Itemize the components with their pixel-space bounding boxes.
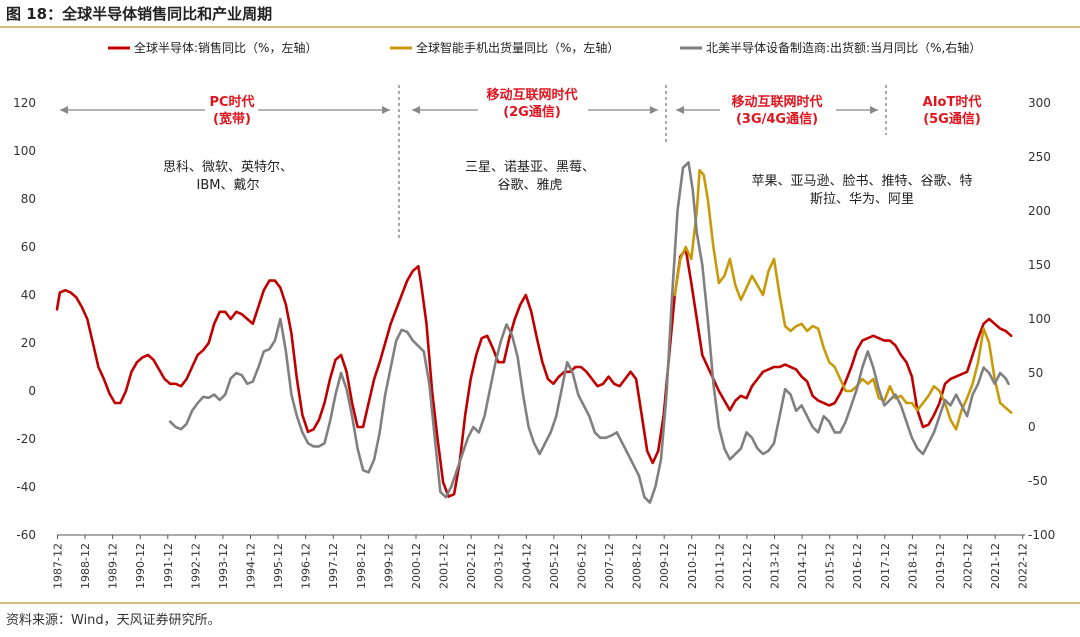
x-tick-label: 1998-12 xyxy=(355,543,368,589)
x-tick-label: 2006-12 xyxy=(575,543,588,589)
era1-companies-line2: IBM、戴尔 xyxy=(197,178,260,193)
y-left-tick-label: -20 xyxy=(16,432,36,446)
era2-companies-line2: 谷歌、雅虎 xyxy=(497,178,562,193)
x-tick-label: 1993-12 xyxy=(217,543,230,589)
era3-arrowhead-left xyxy=(676,106,684,114)
legend-label-sales: 全球半导体:销售同比（%，左轴） xyxy=(134,40,317,55)
x-tick-label: 2009-12 xyxy=(658,543,671,589)
series-layer xyxy=(55,161,1013,504)
y-left-tick-label: 40 xyxy=(21,288,36,302)
era1-arrowhead-right xyxy=(382,106,390,114)
x-tick-label: 2000-12 xyxy=(410,543,423,589)
y-right-tick-label: 200 xyxy=(1028,204,1051,218)
era1-title: PC时代 xyxy=(209,94,254,110)
chart-title: 图 18：全球半导体销售同比和产业周期 xyxy=(6,5,272,23)
x-tick-label: 2015-12 xyxy=(824,543,837,589)
y-right-tick-label: 150 xyxy=(1028,258,1051,272)
era-annotations: PC时代 (宽带) 移动互联网时代 (2G通信) 移动互联网时代 (3G/4G通… xyxy=(60,85,981,240)
x-tick-label: 2014-12 xyxy=(796,543,809,589)
era4-title: AIoT时代 xyxy=(923,94,982,110)
x-tick-label: 2012-12 xyxy=(741,543,754,589)
y-left-tick-label: -60 xyxy=(16,528,36,542)
era2-title: 移动互联网时代 xyxy=(486,87,577,103)
x-tick-label: 2010-12 xyxy=(686,543,699,589)
y-left-tick-label: 20 xyxy=(21,336,36,350)
x-tick-label: 1987-12 xyxy=(51,543,64,589)
x-tick-label: 1995-12 xyxy=(272,543,285,589)
era3-companies-line2: 斯拉、华为、阿里 xyxy=(810,192,914,207)
x-tick-label: 1994-12 xyxy=(245,543,258,589)
era1-subtitle: (宽带) xyxy=(213,111,251,127)
x-tick-label: 1988-12 xyxy=(79,543,92,589)
x-tick-label: 2007-12 xyxy=(603,543,616,589)
x-tick-label: 2018-12 xyxy=(906,543,919,589)
x-tick-label: 2019-12 xyxy=(934,543,947,589)
era3-companies-line1: 苹果、亚马逊、脸书、推特、谷歌、特 xyxy=(751,174,972,189)
y-right-tick-label: -100 xyxy=(1028,528,1055,542)
era4-subtitle: (5G通信) xyxy=(923,111,981,127)
y-right-tick-label: 300 xyxy=(1028,96,1051,110)
x-tick-label: 1992-12 xyxy=(189,543,202,589)
y-right-tick-label: 100 xyxy=(1028,312,1051,326)
series-line-equipment-shipments xyxy=(168,161,1010,504)
y-left-tick-label: 80 xyxy=(21,192,36,206)
x-tick-label: 1989-12 xyxy=(107,543,120,589)
y-left-tick-label: 100 xyxy=(13,144,36,158)
era3-arrowhead-right xyxy=(870,106,878,114)
series-line-semiconductor-sales xyxy=(55,248,1013,498)
era2-subtitle: (2G通信) xyxy=(503,104,561,120)
era1-companies-line1: 思科、微软、英特尔、 xyxy=(163,160,293,175)
x-tick-label: 1997-12 xyxy=(327,543,340,589)
x-tick-label: 1991-12 xyxy=(162,543,175,589)
era3-subtitle: (3G/4G通信) xyxy=(736,111,818,127)
y-left-tick-label: 0 xyxy=(28,384,36,398)
legend-label-smartphone: 全球智能手机出货量同比（%，左轴） xyxy=(416,40,619,55)
y-right-tick-label: 0 xyxy=(1028,420,1036,434)
y-left-tick-label: -40 xyxy=(16,480,36,494)
x-tick-label: 2008-12 xyxy=(631,543,644,589)
y-right-tick-label: 250 xyxy=(1028,150,1051,164)
series-line-smartphone-shipments xyxy=(673,168,1013,431)
title-bar xyxy=(0,0,1080,28)
era3-title: 移动互联网时代 xyxy=(731,94,822,110)
x-tick-label: 2013-12 xyxy=(768,543,781,589)
legend: 全球半导体:销售同比（%，左轴） 全球智能手机出货量同比（%，左轴） 北美半导体… xyxy=(108,40,981,55)
x-tick-label: 2005-12 xyxy=(548,543,561,589)
y-right-tick-label: 50 xyxy=(1028,366,1043,380)
era2-arrowhead-left xyxy=(412,106,420,114)
x-tick-label: 1996-12 xyxy=(300,543,313,589)
x-tick-label: 2003-12 xyxy=(493,543,506,589)
y-left-tick-label: 60 xyxy=(21,240,36,254)
x-tick-label: 1999-12 xyxy=(382,543,395,589)
x-tick-label: 2011-12 xyxy=(713,543,726,589)
x-tick-label: 2001-12 xyxy=(438,543,451,589)
legend-label-equipment: 北美半导体设备制造商:出货额:当月同比（%,右轴） xyxy=(706,40,981,55)
y-right-tick-label: -50 xyxy=(1028,474,1048,488)
x-tick-label: 2004-12 xyxy=(520,543,533,589)
x-tick-label: 2002-12 xyxy=(465,543,478,589)
x-tick-label: 1990-12 xyxy=(134,543,147,589)
era2-companies-line1: 三星、诺基亚、黑莓、 xyxy=(465,160,595,175)
era1-arrowhead-left xyxy=(60,106,68,114)
axes: -60 -40 -20 0 20 40 60 80 100 120 -100 -50 0 50 100 150… xyxy=(13,96,1055,589)
y-left-tick-label: 120 xyxy=(13,96,36,110)
source-note: 资料来源：Wind，天风证券研究所。 xyxy=(6,612,221,628)
x-tick-label: 2021-12 xyxy=(989,543,1002,589)
x-tick-label: 2017-12 xyxy=(879,543,892,589)
x-tick-label: 2022-12 xyxy=(1017,543,1030,589)
era2-arrowhead-right xyxy=(650,106,658,114)
x-tick-label: 2020-12 xyxy=(962,543,975,589)
x-tick-label: 2016-12 xyxy=(851,543,864,589)
